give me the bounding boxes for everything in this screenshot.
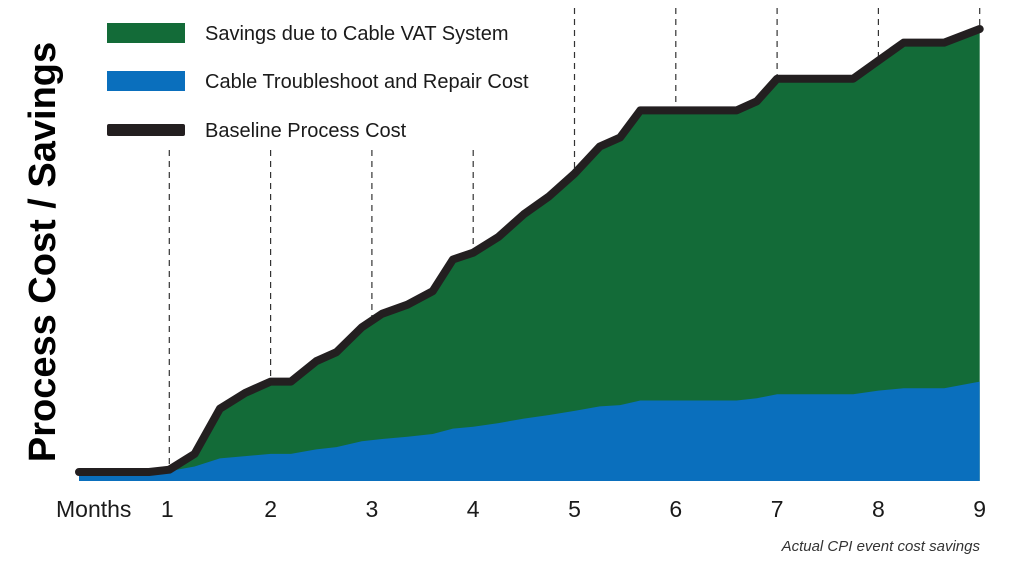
chart-caption: Actual CPI event cost savings bbox=[781, 538, 981, 555]
legend-swatch-savings bbox=[107, 23, 185, 43]
area-layer bbox=[75, 25, 984, 481]
x-tick-label: 3 bbox=[366, 496, 379, 522]
legend-label-repair: Cable Troubleshoot and Repair Cost bbox=[205, 71, 529, 93]
y-axis-label: Process Cost / Savings bbox=[22, 42, 64, 462]
legend-label-baseline: Baseline Process Cost bbox=[205, 120, 407, 142]
baseline-process-cost-line bbox=[75, 25, 984, 476]
x-axis-label: Months bbox=[56, 496, 131, 522]
x-tick-label: 4 bbox=[467, 496, 480, 522]
legend-swatch-baseline bbox=[107, 124, 185, 136]
x-tick-label: 5 bbox=[568, 496, 581, 522]
x-tick-label: 2 bbox=[264, 496, 277, 522]
x-axis-ticks: Months 1 2 3 4 5 6 7 8 9 bbox=[56, 496, 986, 522]
month-marker-lines bbox=[168, 8, 981, 470]
x-tick-label: 9 bbox=[973, 496, 986, 522]
savings-area bbox=[79, 29, 980, 481]
x-tick-label: 1 bbox=[161, 496, 174, 522]
legend: Savings due to Cable VAT System Cable Tro… bbox=[107, 23, 529, 142]
repair-cost-area bbox=[79, 381, 980, 481]
x-tick-label: 8 bbox=[872, 496, 885, 522]
x-tick-label: 6 bbox=[669, 496, 682, 522]
x-tick-label: 7 bbox=[771, 496, 784, 522]
legend-label-savings: Savings due to Cable VAT System bbox=[205, 23, 509, 45]
legend-swatch-repair bbox=[107, 71, 185, 91]
